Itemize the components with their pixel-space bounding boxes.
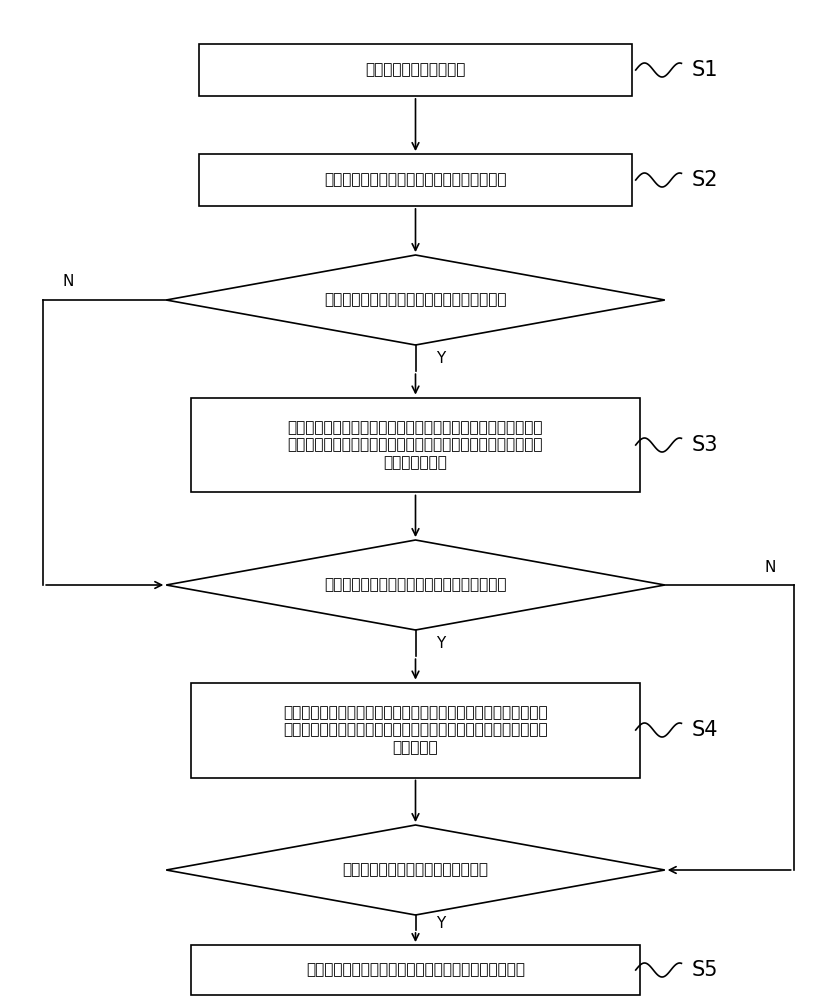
Text: Y: Y [435, 916, 445, 932]
FancyBboxPatch shape [199, 44, 632, 96]
Polygon shape [166, 825, 665, 915]
Text: 判断手机使用者当前是否正在进入清醒状态？: 判断手机使用者当前是否正在进入清醒状态？ [324, 578, 507, 592]
Text: 判断手机使用者当前是否正在进入睡眠状态？: 判断手机使用者当前是否正在进入睡眠状态？ [324, 292, 507, 308]
Text: Y: Y [435, 636, 445, 651]
Text: 根据所述脉搏信息判断手机使用者当前的状态: 根据所述脉搏信息判断手机使用者当前的状态 [324, 172, 507, 188]
Text: 发送开启指令开启手机中的音频模块和振动指示灯模块；在手机使
用者处于清醒状态的过程中保持所述音频模块和振动指示灯模块处
于开启状态: 发送开启指令开启手机中的音频模块和振动指示灯模块；在手机使 用者处于清醒状态的过… [283, 705, 548, 755]
Text: S3: S3 [691, 435, 718, 455]
Text: N: N [765, 560, 776, 574]
Polygon shape [166, 255, 665, 345]
Polygon shape [166, 540, 665, 630]
Text: S2: S2 [691, 170, 718, 190]
Text: N: N [62, 274, 74, 290]
Text: 实时接收人体的脉搏信息: 实时接收人体的脉搏信息 [366, 62, 465, 78]
FancyBboxPatch shape [191, 682, 640, 778]
FancyBboxPatch shape [191, 397, 640, 492]
Text: S5: S5 [691, 960, 718, 980]
Text: 发送开启指令开启手机中的音频模块和振动指示灯模块: 发送开启指令开启手机中的音频模块和振动指示灯模块 [306, 962, 525, 978]
Text: S1: S1 [691, 60, 718, 80]
Text: S4: S4 [691, 720, 718, 740]
Text: 发送关闭指令关闭手机中的音频模块和振动指示灯模块；在手机
使用者处于睡眠状态的过程中保持所述音频模块和振动指示灯模
块处于关闭状态: 发送关闭指令关闭手机中的音频模块和振动指示灯模块；在手机 使用者处于睡眠状态的过… [288, 420, 543, 470]
FancyBboxPatch shape [199, 154, 632, 206]
FancyBboxPatch shape [191, 945, 640, 995]
Text: Y: Y [435, 351, 445, 366]
Text: 判断是否接收不到人体的脉搏信息？: 判断是否接收不到人体的脉搏信息？ [342, 862, 489, 878]
